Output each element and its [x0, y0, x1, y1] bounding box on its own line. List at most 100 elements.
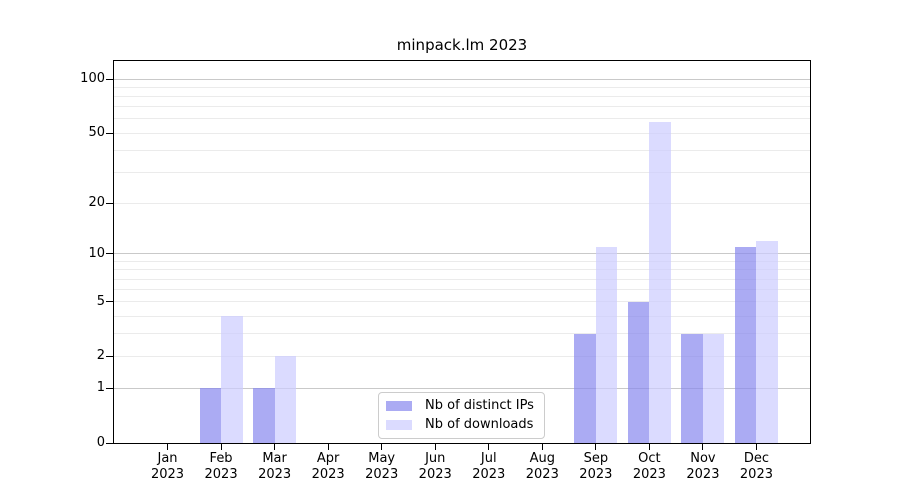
x-tick-year: 2023	[204, 467, 238, 482]
y-tick-5	[106, 301, 113, 303]
y-tick-20	[106, 202, 113, 204]
x-tick-label-aug: Aug 2023	[510, 451, 574, 483]
x-tick-month: Jan	[157, 451, 178, 466]
x-tick-feb	[220, 444, 222, 450]
bar-downloads-mar	[274, 356, 297, 443]
y-tick-0	[106, 442, 113, 444]
x-tick-label-jan: Jan 2023	[136, 451, 200, 483]
x-tick-month: Nov	[690, 451, 716, 466]
x-tick-year: 2023	[525, 467, 559, 482]
x-tick-month: Aug	[529, 451, 555, 466]
x-tick-jan	[167, 444, 169, 450]
bar-downloads-nov	[702, 333, 725, 443]
x-tick-label-dec: Dec 2023	[724, 451, 788, 483]
y-tick-label-20: 20	[88, 195, 105, 211]
legend-label-downloads: Nb of downloads	[425, 417, 534, 432]
gridline-minor-8	[114, 269, 810, 271]
gridline-minor-20	[114, 202, 810, 204]
bar-downloads-sep	[595, 247, 618, 443]
x-tick-year: 2023	[632, 467, 666, 482]
gridline-major-10	[114, 253, 810, 255]
x-tick-year: 2023	[258, 467, 292, 482]
y-tick-label-2: 2	[96, 348, 105, 364]
x-tick-month: Jul	[480, 451, 497, 466]
x-tick-may	[381, 444, 383, 450]
bar-distinct-ips-nov	[681, 333, 703, 443]
legend-swatch-distinct-ips	[386, 401, 412, 411]
plot-area: 0 1 2 5 10 20 50 100 Jan 2023 Feb 2023 Mar 2023 Apr 202…	[80, 60, 811, 482]
bar-distinct-ips-oct	[627, 301, 650, 443]
x-tick-dec	[755, 444, 757, 450]
bar-distinct-ips-sep	[574, 333, 596, 443]
bar-downloads-feb	[221, 316, 243, 443]
x-tick-label-sep: Sep 2023	[564, 451, 628, 483]
x-tick-sep	[595, 444, 597, 450]
x-tick-year: 2023	[311, 467, 345, 482]
y-tick-1	[106, 387, 113, 389]
gridline-minor-50	[114, 132, 810, 134]
x-tick-month: Feb	[209, 451, 233, 466]
bar-downloads-dec	[756, 240, 778, 443]
legend-label-distinct-ips: Nb of distinct IPs	[425, 398, 534, 413]
x-tick-month: Dec	[743, 451, 770, 466]
legend-item-downloads: Nb of downloads	[385, 417, 538, 433]
x-tick-apr	[327, 444, 329, 450]
x-tick-label-may: May 2023	[350, 451, 414, 483]
x-tick-year: 2023	[739, 467, 773, 482]
y-tick-label-5: 5	[96, 293, 105, 309]
gridline-minor-5	[114, 301, 810, 303]
y-tick-label-1: 1	[96, 380, 105, 396]
gridline-minor-30	[114, 171, 810, 173]
gridline-major-100	[114, 78, 810, 80]
chart-title: minpack.lm 2023	[396, 36, 528, 54]
gridline-minor-9	[114, 261, 810, 262]
gridline-minor-80	[114, 96, 810, 98]
bar-distinct-ips-mar	[253, 388, 275, 443]
x-tick-year: 2023	[579, 467, 613, 482]
gridline-minor-2	[114, 355, 810, 357]
gridline-minor-90	[114, 86, 810, 88]
gridline-minor-7	[114, 278, 810, 280]
y-tick-label-0: 0	[96, 435, 105, 450]
x-tick-aug	[541, 444, 543, 450]
x-tick-oct	[648, 444, 650, 450]
gridline-major-1	[114, 387, 810, 389]
gridline-minor-70	[114, 106, 810, 108]
y-tick-100	[106, 78, 113, 80]
bar-distinct-ips-feb	[199, 388, 222, 443]
y-tick-label-10: 10	[88, 245, 105, 261]
bar-downloads-oct	[649, 121, 671, 443]
x-tick-label-jun: Jun 2023	[403, 451, 467, 483]
x-tick-month: May	[368, 451, 396, 466]
legend-swatch-downloads	[386, 420, 412, 430]
x-tick-year: 2023	[686, 467, 720, 482]
x-tick-label-oct: Oct 2023	[617, 451, 681, 483]
x-tick-label-nov: Nov 2023	[671, 451, 735, 483]
y-tick-10	[106, 253, 113, 255]
x-tick-month: Mar	[262, 451, 287, 466]
y-tick-label-100: 100	[80, 71, 105, 87]
y-tick-2	[106, 355, 113, 357]
x-tick-month: Jun	[425, 451, 446, 466]
legend-item-distinct-ips: Nb of distinct IPs	[385, 398, 538, 414]
x-tick-month: Apr	[316, 451, 340, 466]
x-tick-month: Oct	[638, 451, 661, 466]
y-tick-50	[106, 132, 113, 134]
x-tick-jun	[434, 444, 436, 450]
gridline-minor-60	[114, 118, 810, 120]
legend: Nb of distinct IPs Nb of downloads	[378, 392, 545, 439]
bar-distinct-ips-dec	[734, 247, 757, 443]
x-tick-nov	[702, 444, 704, 450]
x-tick-label-apr: Apr 2023	[296, 451, 360, 483]
gridline-minor-3	[114, 333, 810, 335]
x-tick-year: 2023	[150, 467, 185, 482]
x-tick-label-mar: Mar 2023	[243, 451, 307, 483]
x-tick-year: 2023	[365, 467, 399, 482]
gridline-minor-6	[114, 289, 810, 291]
x-tick-label-jul: Jul 2023	[457, 451, 521, 483]
x-tick-year: 2023	[418, 467, 452, 482]
x-tick-jul	[488, 444, 490, 450]
x-tick-year: 2023	[472, 467, 506, 482]
x-tick-mar	[274, 444, 276, 450]
